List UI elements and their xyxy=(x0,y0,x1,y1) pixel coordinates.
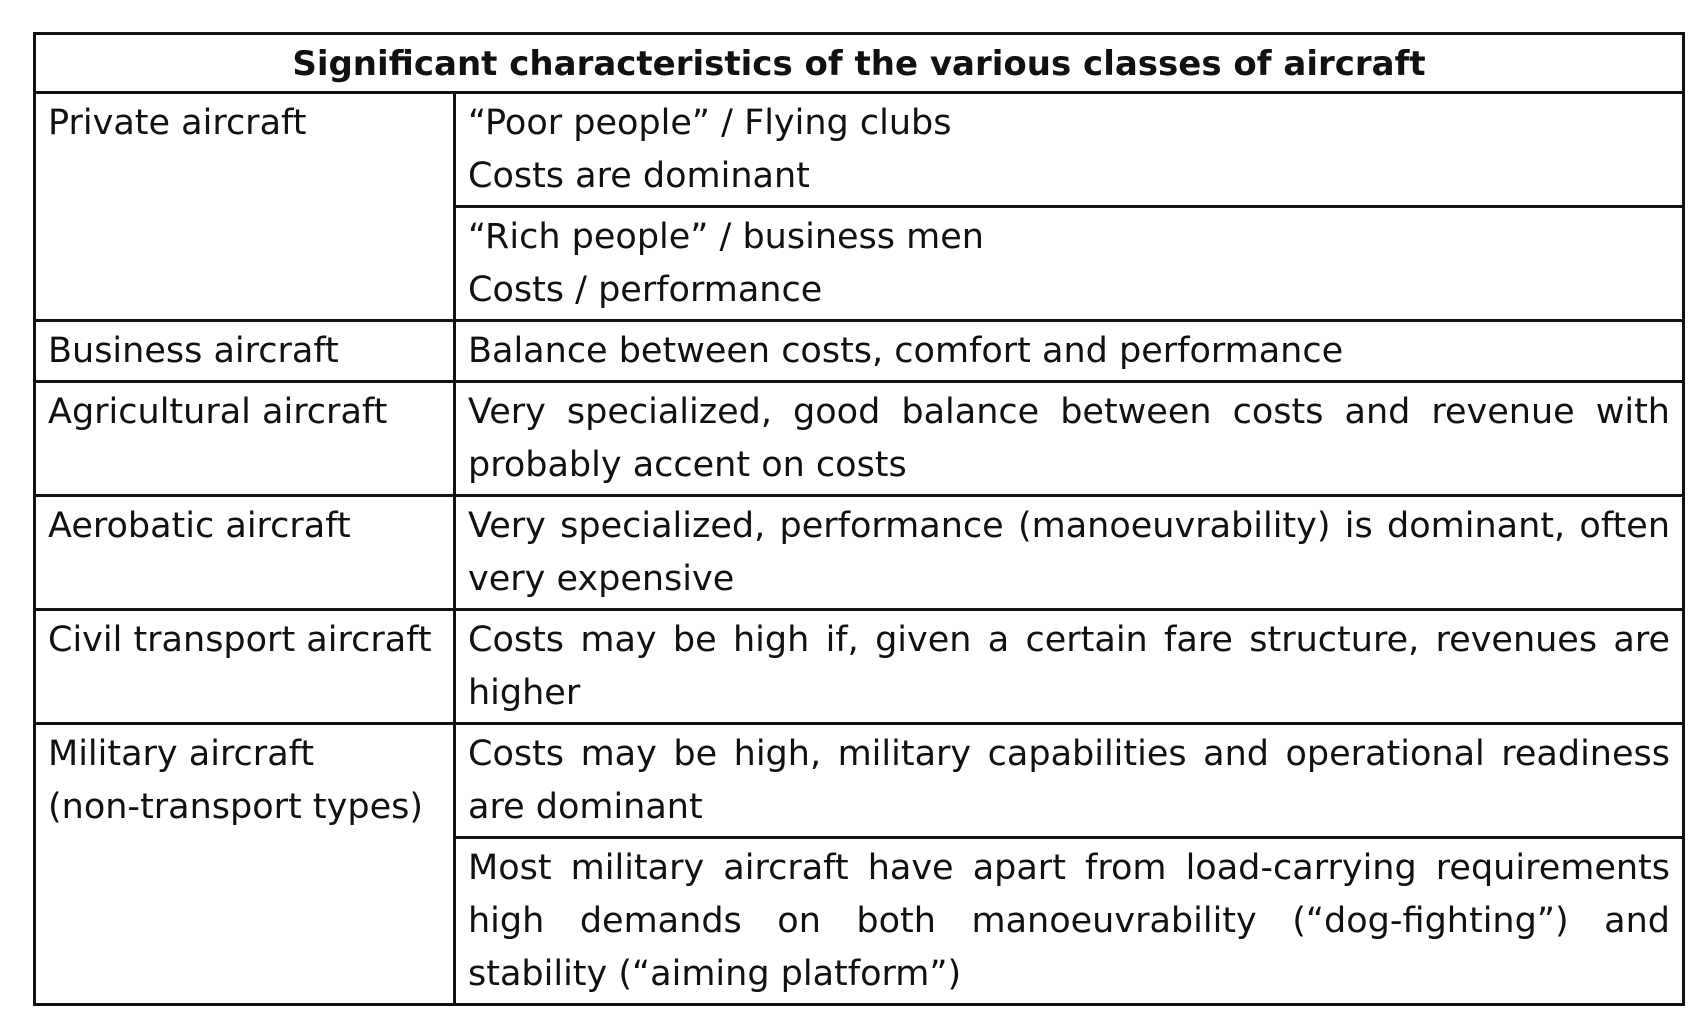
characteristics-text: Very specialized, performance (manoeuvra… xyxy=(468,506,1670,599)
aircraft-class-cell: Military aircraft (non-transport types) xyxy=(33,722,456,1006)
table-header: Significant characteristics of the vario… xyxy=(33,32,1685,94)
aircraft-class-label: Aerobatic aircraft xyxy=(48,506,351,546)
table-title: Significant characteristics of the vario… xyxy=(33,32,1685,94)
characteristics-cell: Balance between costs, comfort and perfo… xyxy=(453,319,1685,383)
table-row-military-aircraft-1: Military aircraft (non-transport types) Co… xyxy=(33,722,1685,1006)
aircraft-class-cell: Civil transport aircraft xyxy=(33,608,456,725)
characteristics-cell: Costs may be high if, given a certain fa… xyxy=(453,608,1685,725)
table-body: Private aircraft “Poor people” / Flying c… xyxy=(33,91,1685,1006)
aircraft-class-cell: Agricultural aircraft xyxy=(33,380,456,497)
table-row-private-aircraft-2: “Rich people” / business men Costs / perf… xyxy=(35,205,1685,322)
characteristics-text: Very specialized, good balance between c… xyxy=(468,392,1670,485)
characteristics-table-wrapper: Significant characteristics of the vario… xyxy=(33,32,1685,1006)
characteristics-text: Balance between costs, comfort and perfo… xyxy=(468,331,1344,371)
characteristics-cell: Very specialized, performance (manoeuvra… xyxy=(453,494,1685,611)
characteristics-cell: Costs may be high, military capabilities… xyxy=(453,722,1685,839)
characteristics-text: Costs may be high, military capabilities… xyxy=(468,734,1670,827)
aircraft-class-cell: Private aircraft xyxy=(33,91,456,322)
aircraft-class-label: Civil transport aircraft xyxy=(48,620,432,660)
table-row-aerobatic-aircraft: Aerobatic aircraft Very specialized, perf… xyxy=(33,494,1685,611)
table-row-private-aircraft-1: Private aircraft “Poor people” / Flying c… xyxy=(33,91,1685,322)
aircraft-class-label: Agricultural aircraft xyxy=(48,392,388,432)
table-row-civil-transport-aircraft: Civil transport aircraft Costs may be hig… xyxy=(33,608,1685,725)
table-row-agricultural-aircraft: Agricultural aircraft Very specialized, g… xyxy=(33,380,1685,497)
aircraft-class-cell: Aerobatic aircraft xyxy=(33,494,456,611)
table-row-military-aircraft-2: Most military aircraft have apart from l… xyxy=(35,836,1685,1006)
aircraft-class-label: (non-transport types) xyxy=(48,787,423,827)
aircraft-class-label: Military aircraft xyxy=(48,734,315,774)
characteristics-cell: Most military aircraft have apart from l… xyxy=(453,836,1685,1006)
table-title-row: Significant characteristics of the vario… xyxy=(33,32,1685,94)
characteristics-text: Costs / performance xyxy=(468,270,823,310)
aircraft-class-label: Business aircraft xyxy=(48,331,339,371)
characteristics-cell: Very specialized, good balance between c… xyxy=(453,380,1685,497)
aircraft-class-label: Private aircraft xyxy=(48,103,307,143)
aircraft-characteristics-table: Significant characteristics of the vario… xyxy=(33,32,1685,1006)
characteristics-cell: “Poor people” / Flying clubs Costs are do… xyxy=(453,91,1685,208)
characteristics-text: “Poor people” / Flying clubs xyxy=(468,103,952,143)
characteristics-text: “Rich people” / business men xyxy=(468,217,984,257)
table-row-business-aircraft: Business aircraft Balance between costs, … xyxy=(33,319,1685,383)
characteristics-text: Most military aircraft have apart from l… xyxy=(468,848,1670,994)
characteristics-text: Costs are dominant xyxy=(468,156,810,196)
aircraft-class-cell: Business aircraft xyxy=(33,319,456,383)
characteristics-cell: “Rich people” / business men Costs / perf… xyxy=(453,205,1685,322)
characteristics-text: Costs may be high if, given a certain fa… xyxy=(468,620,1670,713)
